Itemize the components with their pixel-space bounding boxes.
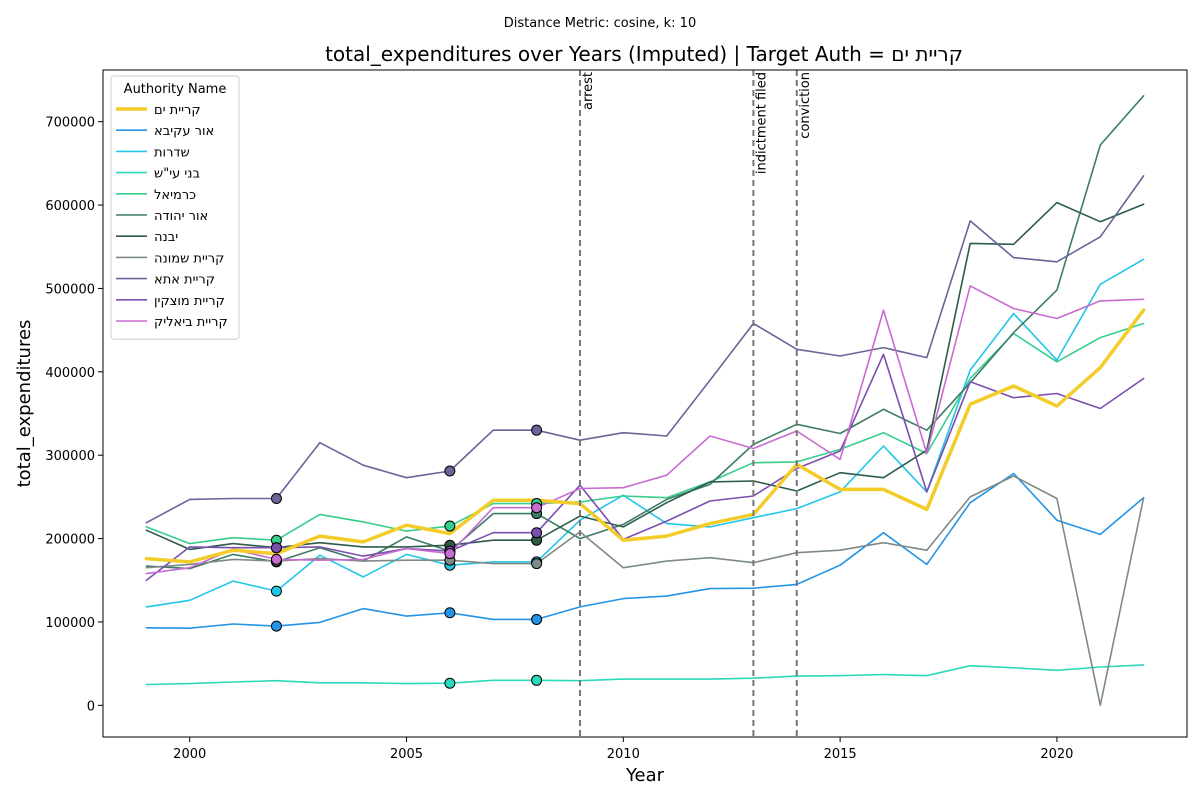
imputed-point (531, 424, 543, 436)
legend-entry: קריית ביאליק (154, 315, 228, 330)
event-label: indictment filed (754, 72, 769, 174)
series-line (145, 664, 1145, 686)
legend-entry: כרמיאל (154, 188, 196, 203)
legend-box (110, 75, 240, 340)
imputed-point (270, 553, 282, 565)
y-tick-label: 700000 (45, 116, 95, 131)
imputed-point (270, 585, 282, 597)
imputed-point (444, 607, 456, 619)
legend-entry: אור יהודה (154, 209, 208, 224)
series-line (145, 95, 1145, 570)
legend-entry: קריית ים (154, 103, 201, 118)
event-label: arrest (581, 72, 596, 110)
imputed-point (531, 502, 543, 514)
series-line (145, 322, 1145, 545)
y-tick-label: 300000 (45, 449, 95, 464)
legend-entry: בני עי"ש (154, 167, 200, 182)
y-axis-title: total_expenditures (14, 320, 35, 488)
plot-area: arrest indictment filed conviction (144, 70, 1146, 737)
imputed-point (444, 465, 456, 477)
legend-entry: קריית שמונה (154, 251, 224, 266)
chart-suptitle: Distance Metric: cosine, k: 10 (504, 16, 696, 31)
legend-entry: קריית אתא (154, 273, 215, 288)
imputed-point (444, 677, 456, 689)
x-tick-label: 2015 (824, 747, 857, 762)
x-tick-label: 2020 (1040, 747, 1073, 762)
x-axis-title: Year (625, 765, 665, 786)
legend: Authority Name קריית ים אור עקיבא שדרות בני … (110, 75, 240, 340)
imputed-point (270, 620, 282, 632)
axes-frame (102, 69, 1188, 738)
x-tick-label: 2000 (173, 747, 206, 762)
series-line (145, 258, 1145, 608)
legend-entry: אור עקיבא (154, 124, 214, 139)
imputed-point (531, 527, 543, 539)
y-tick-label: 0 (87, 699, 95, 714)
imputed-point (270, 493, 282, 505)
x-tick-label: 2010 (607, 747, 640, 762)
imputed-point (444, 548, 456, 560)
series-line (145, 472, 1145, 630)
imputed-point (531, 613, 543, 625)
legend-entry: שדרות (154, 145, 190, 160)
x-axis: 2000 2005 2010 2015 2020 (173, 737, 1073, 762)
series-line (145, 475, 1145, 707)
legend-title: Authority Name (124, 82, 227, 97)
series-line (145, 285, 1145, 575)
series-line (145, 175, 1145, 524)
y-axis: 0 100000 200000 300000 400000 500000 600000 700… (45, 116, 103, 714)
series-line (145, 353, 1145, 582)
y-tick-label: 600000 (45, 199, 95, 214)
event-label: conviction (798, 72, 813, 139)
imputed-point (270, 542, 282, 554)
y-tick-label: 500000 (45, 282, 95, 297)
series-line (144, 308, 1146, 564)
imputed-point (531, 674, 543, 686)
chart-title: total_expenditures over Years (Imputed) … (325, 42, 963, 66)
imputed-point (531, 558, 543, 570)
y-tick-label: 200000 (45, 533, 95, 548)
imputed-point (444, 520, 456, 532)
legend-entry: יבנה (154, 230, 178, 245)
legend-entry: קריית מוצקין (154, 294, 225, 309)
y-tick-label: 400000 (45, 366, 95, 381)
y-tick-label: 100000 (45, 616, 95, 631)
x-tick-label: 2005 (390, 747, 423, 762)
series-line (145, 201, 1145, 551)
